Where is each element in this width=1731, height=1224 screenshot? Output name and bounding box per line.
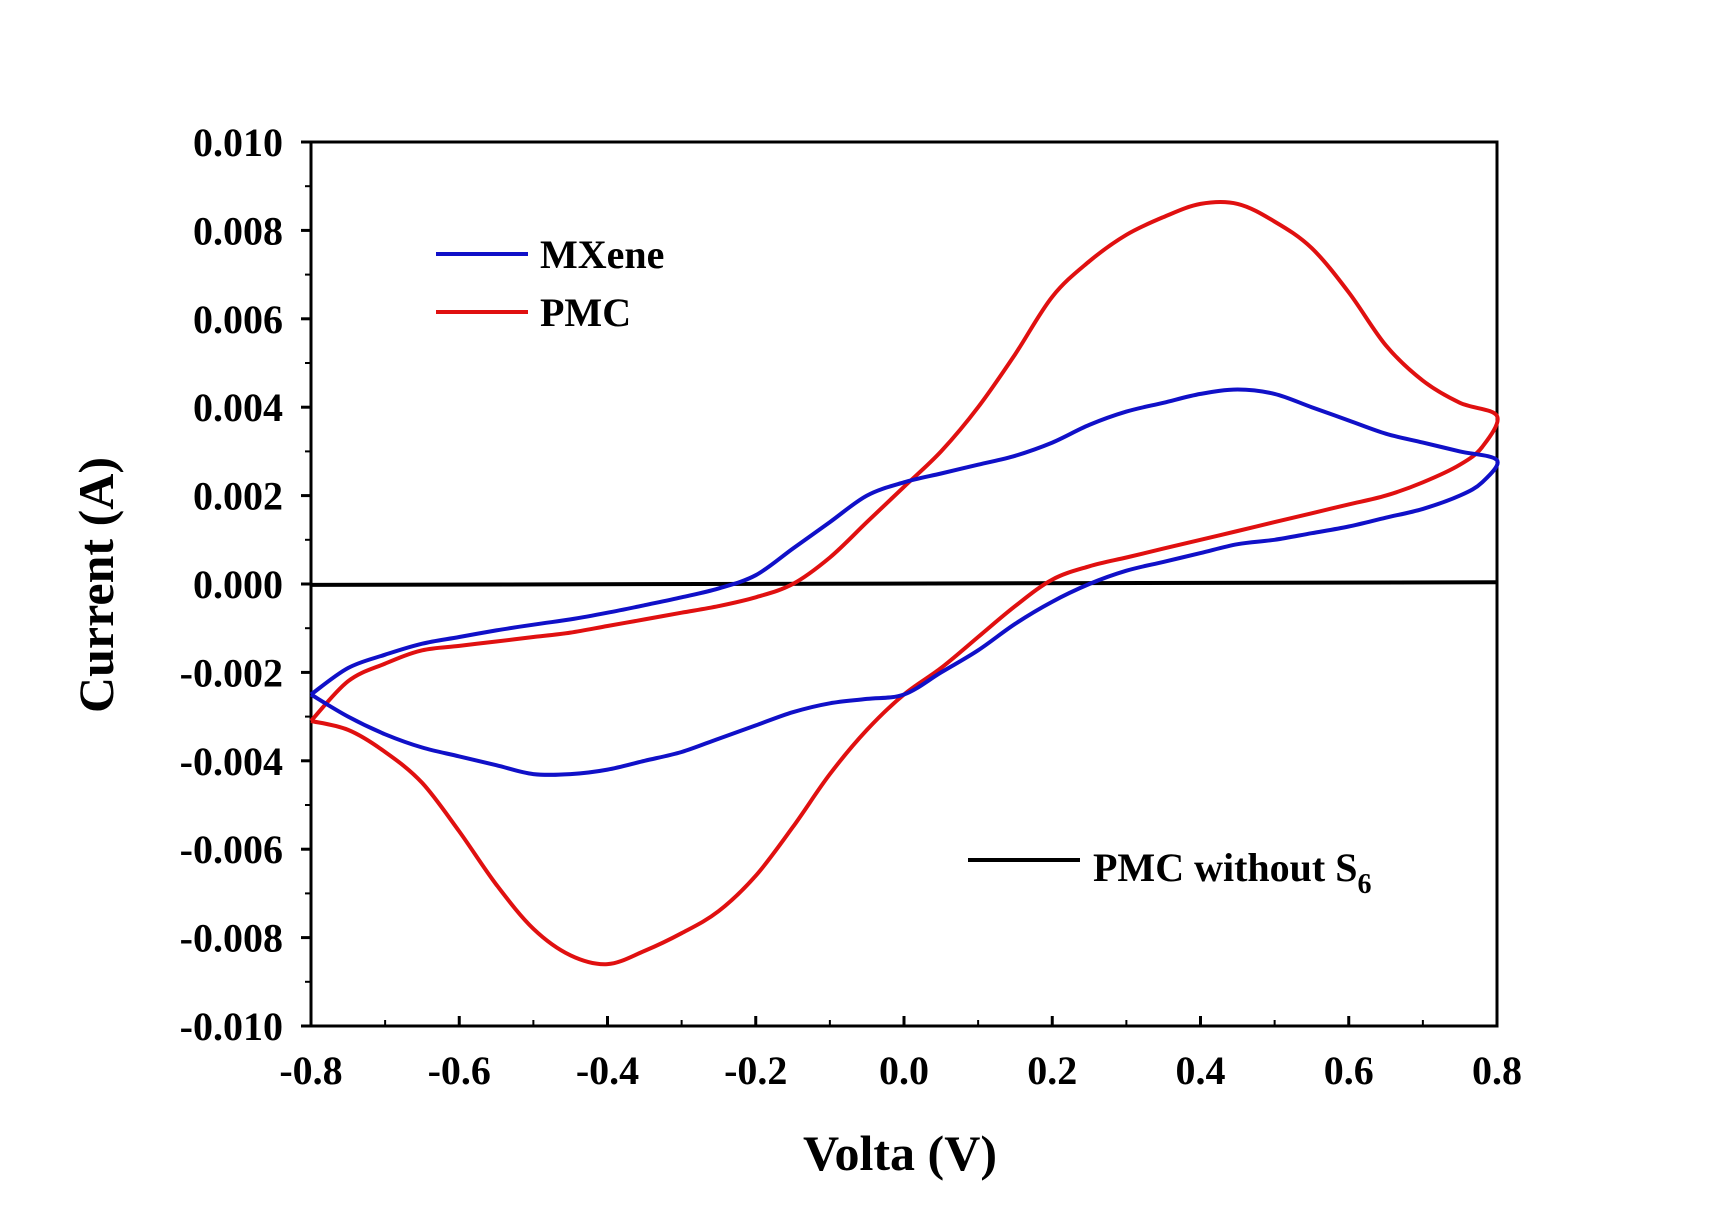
y-tick-label: 0.008 bbox=[193, 208, 283, 253]
x-tick-label: 0.4 bbox=[1176, 1048, 1226, 1093]
series-line-mxene bbox=[309, 387, 1500, 777]
axes-layer: -0.8 -0.6 -0.4 -0.2 0.0 0.2 0.4 0.6 0.8 0.010 0.00… bbox=[180, 120, 1522, 1093]
y-tick-label: -0.002 bbox=[180, 650, 283, 695]
x-tick-label: 0.2 bbox=[1027, 1048, 1077, 1093]
y-tick-label: -0.008 bbox=[180, 916, 283, 961]
legend-item-mxene: MXene bbox=[436, 232, 664, 277]
series-line-pmc-without-s6 bbox=[310, 580, 1498, 587]
y-tick-label: 0.004 bbox=[193, 385, 283, 430]
y-tick-label: 0.002 bbox=[193, 474, 283, 519]
x-tick-label: -0.8 bbox=[279, 1048, 342, 1093]
y-tick-label: -0.004 bbox=[180, 739, 283, 784]
legend-item-pmc-without-s6: PMC without S6 bbox=[968, 845, 1371, 900]
y-tick-label: 0.010 bbox=[193, 120, 283, 165]
y-tick-label: 0.006 bbox=[193, 297, 283, 342]
x-tick-label: -0.6 bbox=[428, 1048, 491, 1093]
x-tick-label: -0.4 bbox=[576, 1048, 639, 1093]
x-tick-label: 0.0 bbox=[879, 1048, 929, 1093]
legend-label-pmc-without-s6-main: PMC without S bbox=[1093, 845, 1357, 890]
curves-layer bbox=[309, 199, 1500, 967]
y-tick-label: 0.000 bbox=[193, 562, 283, 607]
legend-label-pmc-without-s6: PMC without S6 bbox=[1093, 845, 1371, 900]
legend-item-pmc: PMC bbox=[436, 290, 631, 335]
legend-label-mxene: MXene bbox=[540, 232, 664, 277]
y-tick-label: -0.010 bbox=[180, 1004, 283, 1049]
x-tick-label: 0.6 bbox=[1324, 1048, 1374, 1093]
x-tick-label: 0.8 bbox=[1472, 1048, 1522, 1093]
legend-label-pmc: PMC bbox=[540, 290, 631, 335]
x-axis-title: Volta (V) bbox=[803, 1125, 997, 1181]
y-axis-title: Current (A) bbox=[68, 457, 124, 713]
x-tick-label: -0.2 bbox=[724, 1048, 787, 1093]
legend-label-pmc-without-s6-subscript: 6 bbox=[1357, 869, 1371, 900]
y-tick-label: -0.006 bbox=[180, 827, 283, 872]
series-line-pmc bbox=[309, 199, 1500, 967]
